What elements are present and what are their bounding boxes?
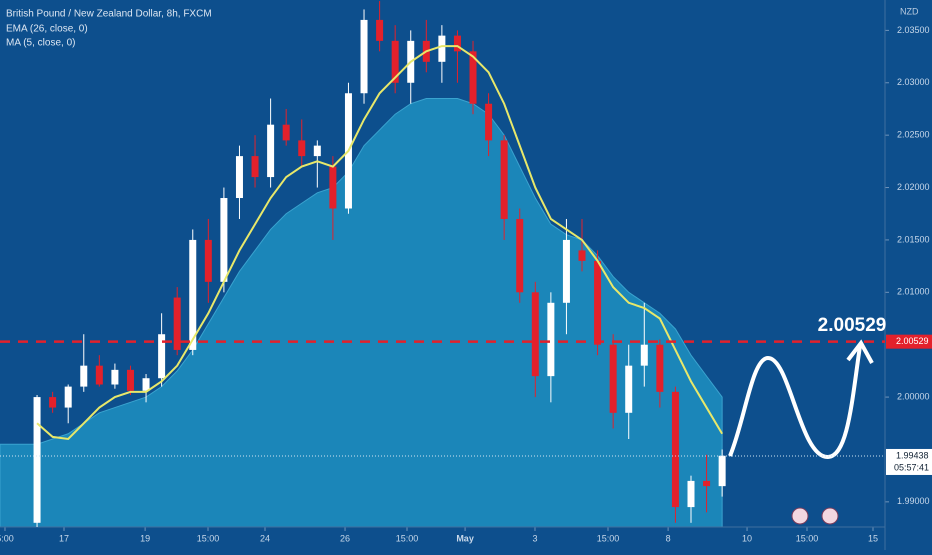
- x-tick-label: 15:00: [197, 533, 220, 543]
- x-tick-label: 19: [140, 533, 150, 543]
- candle-body: [656, 344, 664, 392]
- candle-body: [220, 198, 228, 282]
- x-tick-label: 5:00: [0, 533, 14, 543]
- candle-body: [500, 140, 508, 219]
- currency-label: NZD: [900, 6, 919, 16]
- candle-body: [625, 365, 633, 413]
- x-tick-label: 8: [666, 533, 671, 543]
- y-tick-label: 2.01000: [897, 287, 930, 297]
- candle-body: [687, 480, 695, 508]
- x-tick-label: 15: [868, 533, 878, 543]
- candle-body: [329, 166, 337, 209]
- x-tick-label: 15:00: [396, 533, 419, 543]
- last-price-label: 1.99438: [896, 450, 929, 460]
- event-icon-circle[interactable]: [821, 507, 839, 525]
- x-tick-label: 15:00: [796, 533, 819, 543]
- candle-body: [671, 391, 679, 508]
- candle-body: [485, 103, 493, 141]
- x-tick-label: May: [456, 533, 474, 543]
- candle-body: [313, 145, 321, 157]
- indicator-label: MA (5, close, 0): [6, 38, 75, 49]
- candle-body: [282, 124, 290, 141]
- countdown-label: 05:57:41: [894, 462, 929, 472]
- y-tick-label: 2.00000: [897, 391, 930, 401]
- candle-body: [438, 35, 446, 62]
- target-price-box: [886, 334, 932, 349]
- y-tick-label: 2.02500: [897, 130, 930, 140]
- candle-body: [95, 365, 103, 385]
- candle-body: [158, 334, 166, 379]
- candle-body: [235, 156, 243, 199]
- candle-body: [49, 397, 57, 408]
- candle-body: [453, 35, 461, 52]
- y-tick-label: 2.03500: [897, 25, 930, 35]
- indicator-label: EMA (26, close, 0): [6, 24, 88, 35]
- candle-body: [391, 40, 399, 83]
- candle-body: [376, 19, 384, 41]
- event-icon-circle[interactable]: [791, 507, 809, 525]
- candle-body: [173, 297, 181, 350]
- ma-area: [0, 97, 723, 528]
- candle-body: [204, 239, 212, 282]
- x-tick-label: 10: [742, 533, 752, 543]
- arrow-head: [846, 339, 874, 364]
- x-tick-label: 17: [59, 533, 69, 543]
- chart-title: British Pound / New Zealand Dollar, 8h, …: [6, 9, 212, 20]
- x-tick-label: 15:00: [597, 533, 620, 543]
- candle-body: [142, 378, 150, 391]
- y-tick-label: 2.01500: [897, 234, 930, 244]
- x-tick-label: 24: [260, 533, 270, 543]
- candle-body: [267, 124, 275, 178]
- candle-body: [547, 302, 555, 377]
- x-tick-label: 26: [340, 533, 350, 543]
- target-annotation: 2.00529: [818, 315, 887, 336]
- candle-body: [469, 51, 477, 104]
- x-tick-label: 3: [532, 533, 537, 543]
- y-tick-label: 2.03000: [897, 77, 930, 87]
- candle-body: [64, 386, 72, 408]
- candle-body: [298, 140, 306, 157]
- candle-body: [594, 260, 602, 345]
- candle-body: [562, 239, 570, 303]
- candle-body: [578, 250, 586, 261]
- candle-body: [718, 455, 726, 487]
- candle-body: [126, 369, 134, 391]
- event-icon[interactable]: [791, 507, 809, 525]
- candle-body: [251, 156, 259, 178]
- target-price-label: 2.00529: [896, 336, 929, 346]
- candle-body: [80, 365, 88, 387]
- candle-body: [703, 480, 711, 487]
- candle-body: [531, 292, 539, 377]
- candle-body: [111, 369, 119, 385]
- candle-body: [360, 19, 368, 94]
- candle-body: [516, 218, 524, 293]
- forecast-arrow: [728, 345, 862, 460]
- candle-body: [189, 239, 197, 350]
- ema-line: [36, 45, 723, 441]
- y-tick-label: 2.02000: [897, 182, 930, 192]
- event-icon[interactable]: [821, 507, 839, 525]
- candle-body: [640, 344, 648, 366]
- y-tick-label: 1.99000: [897, 496, 930, 506]
- candle-body: [609, 344, 617, 413]
- candle-body: [33, 397, 41, 523]
- last-price-box: [886, 448, 932, 475]
